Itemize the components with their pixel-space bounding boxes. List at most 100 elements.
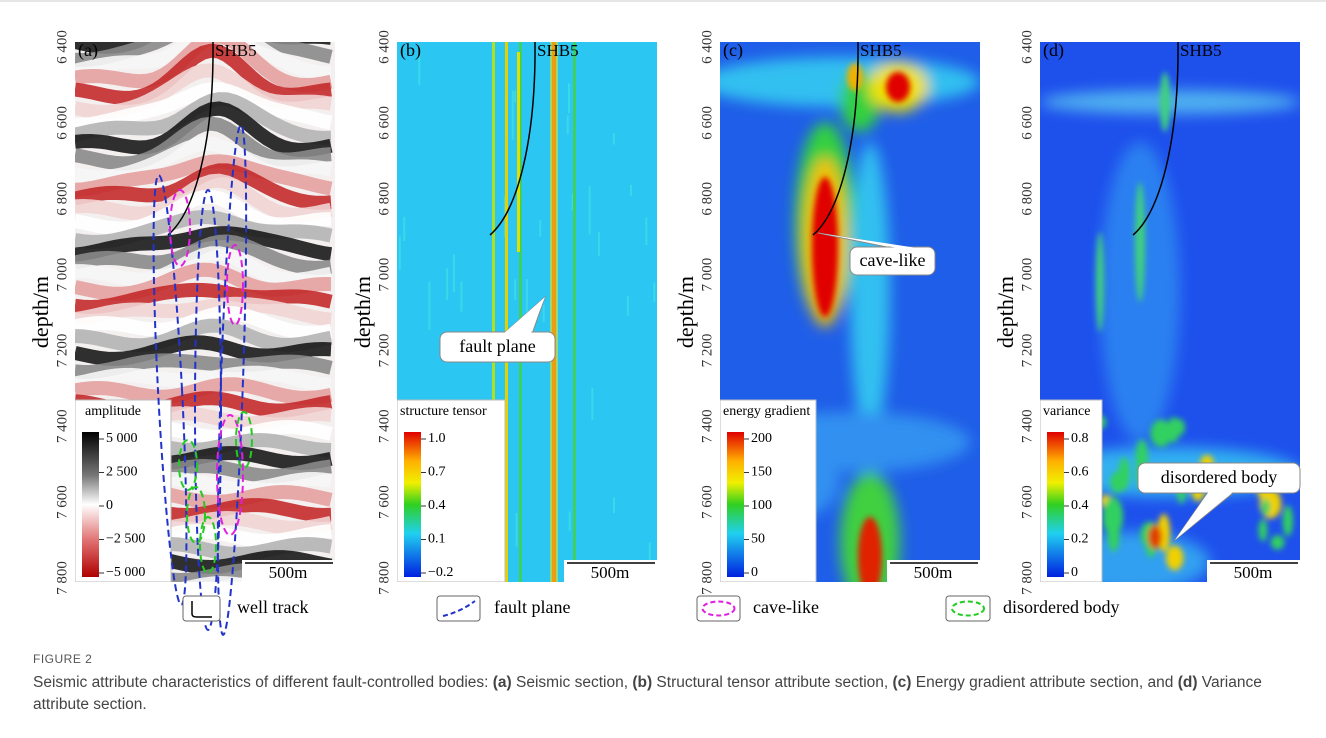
caption-part: Seismic section, <box>511 674 633 691</box>
depth-tick-label: 6 800 <box>54 182 70 216</box>
colorbar-title: energy gradient <box>723 404 810 419</box>
section-blob <box>847 63 863 91</box>
colorbar-tick-label: 100 <box>751 498 772 513</box>
section-stripe <box>75 163 332 210</box>
axis-label: depth/m <box>993 276 1018 348</box>
section-line <box>492 42 495 582</box>
section-stripe <box>75 0 331 32</box>
colorbar <box>727 432 744 577</box>
section-blob <box>1160 72 1170 132</box>
depth-tick-label: 7 600 <box>54 485 70 519</box>
section-speck <box>542 305 545 323</box>
section-stripe <box>75 353 333 380</box>
section-stripe <box>75 92 332 145</box>
section-stripe <box>75 262 332 301</box>
section-speck <box>514 90 517 103</box>
section-speck <box>612 133 615 145</box>
section-blob <box>1270 535 1285 550</box>
legend-icon <box>945 595 991 622</box>
colorbar-title: amplitude <box>85 404 141 419</box>
caption-part: (c) <box>892 674 912 691</box>
scale-label: 500m <box>269 563 308 582</box>
legend: well track fault plane cave-like disorde… <box>182 595 1119 622</box>
section-speck <box>452 254 455 292</box>
section-line <box>517 52 520 252</box>
colorbar-tick-label: −0.2 <box>428 565 453 580</box>
section-speck <box>653 282 656 302</box>
well-track <box>812 42 859 236</box>
depth-tick-label: 7 400 <box>54 409 70 443</box>
depth-tick-label: 7 800 <box>1019 561 1035 595</box>
colorbar <box>1047 432 1064 577</box>
caption-part: Structural tensor attribute section, <box>652 674 893 691</box>
section-speck <box>446 268 449 301</box>
colorbar-tick-label: 0.4 <box>428 498 446 513</box>
well-track <box>167 42 214 236</box>
callout-join <box>1175 464 1267 540</box>
section-blob <box>858 517 882 582</box>
panel-label: (b) <box>400 40 421 61</box>
fault-outline <box>152 174 188 606</box>
scale-box <box>887 560 980 582</box>
caption-label: FIGURE 2 <box>33 652 93 666</box>
cave-outline <box>216 414 244 536</box>
section-blob <box>1096 232 1104 332</box>
section-blob <box>886 72 910 102</box>
section-blob <box>1102 496 1124 536</box>
colorbar-tick-label: 0 <box>1071 565 1078 580</box>
annotation: cave-like <box>860 250 926 270</box>
fault-outline <box>194 189 222 631</box>
colorbar-tick-label: 2 500 <box>106 465 138 480</box>
section-stripe <box>75 0 331 20</box>
colorbar-tick-label: 0.8 <box>1071 431 1089 446</box>
section-stripe <box>75 63 333 119</box>
well-track <box>1132 42 1179 236</box>
depth-tick-label: 7 400 <box>699 409 715 443</box>
depth-tick-label: 6 600 <box>699 106 715 140</box>
depth-tick-label: 7 800 <box>376 561 392 595</box>
section-speck <box>539 220 542 237</box>
panels: (a) SHB5 amplitude 5 000 2 500 0 −2 500 −5 000 5… <box>28 0 1301 595</box>
depth-tick-label: 6 800 <box>699 182 715 216</box>
colorbar-tick-label: 0 <box>751 565 758 580</box>
section-blob <box>1135 182 1145 302</box>
depth-tick-label: 7 400 <box>376 409 392 443</box>
depth-tick-label: 6 600 <box>376 106 392 140</box>
disordered-outline <box>199 516 217 574</box>
section-stripe <box>75 377 333 405</box>
scale-label: 500m <box>1234 563 1273 582</box>
scale-label: 500m <box>591 563 630 582</box>
section-stripe <box>75 42 331 54</box>
caption-part: Seismic attribute characteristics of dif… <box>33 674 493 691</box>
section-speck <box>597 231 600 256</box>
depth-tick-label: 6 800 <box>1019 182 1035 216</box>
section-stripe <box>75 282 333 315</box>
fault-outline <box>216 124 248 636</box>
figure: (a) SHB5 amplitude 5 000 2 500 0 −2 500 −5 000 5… <box>0 0 1326 636</box>
section-stripe <box>75 116 332 171</box>
section-speck <box>571 193 574 211</box>
callout-join <box>504 297 545 333</box>
depth-tick-label: 7 600 <box>1019 485 1035 519</box>
section-stripe <box>75 226 333 262</box>
colorbar-tick-label: 150 <box>751 465 772 480</box>
section-speck <box>525 278 528 323</box>
depth-tick-label: 7 200 <box>376 334 392 368</box>
colorbar-tick-label: 0.6 <box>1071 465 1089 480</box>
panel: (b) SHB5 structure tensor 1.0 0.7 0.4 0.1 −0.2 5… <box>397 40 657 582</box>
section-blob <box>1165 545 1184 571</box>
scale-box <box>242 560 335 582</box>
depth-tick-label: 6 400 <box>1019 30 1035 64</box>
panel: (c) SHB5 energy gradient 200 150 100 50 0 500m <box>720 42 980 582</box>
section-blob <box>1171 418 1186 436</box>
disordered-outline <box>186 486 206 544</box>
colorbar-tick-label: 1.0 <box>428 431 446 446</box>
axis-label: depth/m <box>28 276 53 348</box>
section-stripe <box>75 42 333 68</box>
section-speck <box>403 216 406 242</box>
section-speck <box>514 279 517 300</box>
colorbar-tick-label: 0.2 <box>1071 532 1089 547</box>
section-speck <box>566 115 569 135</box>
depth-tick-label: 6 400 <box>699 30 715 64</box>
